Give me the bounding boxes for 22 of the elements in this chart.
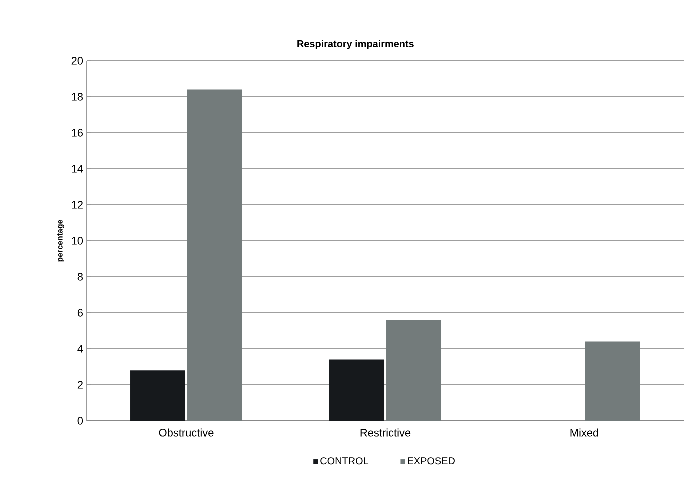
y-tick-label: 2 xyxy=(78,381,83,389)
x-tick-label: Restrictive xyxy=(360,428,411,437)
y-tick-label: 10 xyxy=(72,237,84,245)
y-tick-label: 14 xyxy=(72,165,84,173)
x-tick-label: Mixed xyxy=(570,428,598,437)
y-tick-label: 18 xyxy=(72,93,83,101)
bar xyxy=(330,360,385,421)
bar xyxy=(130,370,186,421)
y-tick-label: 4 xyxy=(78,345,84,353)
y-tick-label: 16 xyxy=(72,129,83,137)
bar xyxy=(586,342,640,421)
y-tick-label: 8 xyxy=(78,273,83,281)
x-tick-label: Obstructive xyxy=(159,428,214,437)
legend-label: CONTROL xyxy=(320,458,369,465)
y-tick-label: 0 xyxy=(78,417,84,425)
bar xyxy=(188,90,242,421)
bar xyxy=(386,320,442,421)
y-tick-label: 6 xyxy=(78,309,83,317)
chart-title: Respiratory impairments xyxy=(298,40,414,50)
y-tick-label: 20 xyxy=(72,57,84,65)
y-tick-label: 12 xyxy=(72,201,83,209)
legend-label: EXPOSED xyxy=(408,458,455,465)
